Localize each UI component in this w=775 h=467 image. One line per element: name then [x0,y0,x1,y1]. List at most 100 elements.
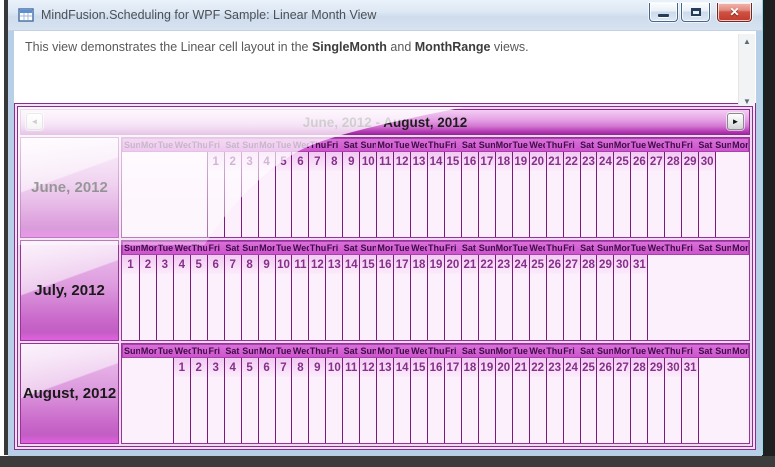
day-number-cell[interactable]: 28 [664,152,682,171]
day-number-cell[interactable]: 10 [325,358,343,377]
day-body-cell[interactable] [206,274,224,340]
day-body-cell[interactable] [155,274,173,340]
day-body-cell[interactable] [172,377,190,443]
day-body-cell[interactable] [477,274,495,340]
day-number-cell[interactable]: 11 [342,358,360,377]
day-number-cell[interactable]: 7 [308,152,326,171]
day-number-cell[interactable]: 31 [681,358,699,377]
day-body-cell[interactable] [528,171,546,237]
day-body-cell[interactable] [647,377,664,443]
day-number-cell[interactable]: 20 [528,152,546,171]
day-body-cell[interactable] [410,171,427,237]
day-body-cell[interactable] [511,171,529,237]
scroll-down-icon[interactable]: ▼ [743,97,751,106]
day-number-cell[interactable]: 22 [477,255,495,274]
day-number-cell[interactable]: 9 [257,255,275,274]
day-number-cell[interactable]: 4 [257,152,275,171]
day-number-cell[interactable]: 17 [393,255,411,274]
day-number-cell[interactable]: 31 [630,255,648,274]
day-body-cell[interactable] [122,274,139,340]
day-body-cell[interactable] [342,274,359,340]
close-button[interactable]: ✕ [717,2,752,22]
day-number-cell[interactable]: 7 [274,358,292,377]
day-body-cell[interactable] [613,274,630,340]
day-body-cell[interactable] [681,171,698,237]
day-body-cell[interactable] [393,171,410,237]
day-number-cell[interactable]: 4 [172,255,190,274]
day-body-cell[interactable] [206,377,224,443]
day-body-cell[interactable] [427,274,444,340]
day-number-cell[interactable]: 5 [189,255,207,274]
day-number-cell[interactable]: 8 [291,358,309,377]
day-number-cell[interactable]: 27 [613,358,631,377]
day-body-cell[interactable] [664,171,681,237]
day-body-cell[interactable] [613,171,630,237]
day-number-cell[interactable]: 25 [579,358,597,377]
day-number-cell[interactable]: 29 [596,255,614,274]
day-body-cell[interactable] [427,171,444,237]
day-number-cell[interactable]: 3 [206,358,224,377]
day-number-cell[interactable]: 4 [223,358,241,377]
day-body-cell[interactable] [511,274,529,340]
day-number-cell[interactable]: 6 [257,358,275,377]
day-body-cell[interactable] [223,377,241,443]
day-body-cell[interactable] [138,274,156,340]
day-body-cell[interactable] [325,171,342,237]
day-number-cell[interactable]: 2 [223,152,241,171]
day-number-cell[interactable]: 16 [460,152,478,171]
day-number-cell[interactable]: 19 [427,255,444,274]
day-body-cell[interactable] [410,377,427,443]
day-number-cell[interactable]: 2 [189,358,207,377]
day-body-cell[interactable] [342,377,359,443]
day-body-cell[interactable] [460,171,478,237]
day-number-cell[interactable]: 29 [647,358,665,377]
day-body-cell[interactable] [630,377,647,443]
day-number-cell[interactable]: 13 [376,358,394,377]
minimize-button[interactable] [649,2,678,22]
day-number-cell[interactable]: 24 [562,358,580,377]
day-number-cell[interactable]: 8 [325,152,343,171]
day-body-cell[interactable] [647,171,664,237]
day-body-cell[interactable] [274,377,292,443]
day-number-cell[interactable]: 27 [562,255,580,274]
day-number-cell[interactable]: 16 [376,255,394,274]
day-body-cell[interactable] [376,171,393,237]
day-body-cell[interactable] [223,274,241,340]
day-body-cell[interactable] [579,274,597,340]
day-number-cell[interactable]: 12 [359,358,377,377]
day-body-cell[interactable] [494,377,512,443]
day-number-cell[interactable]: 13 [325,255,343,274]
day-number-cell[interactable]: 9 [342,152,360,171]
day-number-cell[interactable]: 23 [545,358,563,377]
day-body-cell[interactable] [443,171,461,237]
day-body-cell[interactable] [308,171,325,237]
day-number-cell[interactable]: 18 [460,358,478,377]
day-body-cell[interactable] [613,377,630,443]
day-body-cell[interactable] [630,171,647,237]
day-body-cell[interactable] [477,171,495,237]
day-body-cell[interactable] [257,377,275,443]
next-range-button[interactable]: ► [727,113,744,130]
day-number-cell[interactable]: 27 [647,152,665,171]
day-body-cell[interactable] [172,274,190,340]
day-body-cell[interactable] [308,274,325,340]
day-number-cell[interactable]: 9 [308,358,326,377]
day-number-cell[interactable]: 26 [630,152,648,171]
day-number-cell[interactable]: 21 [545,152,563,171]
day-body-cell[interactable] [460,274,478,340]
day-number-cell[interactable]: 5 [274,152,292,171]
day-number-cell[interactable]: 26 [596,358,614,377]
day-body-cell[interactable] [291,171,308,237]
day-number-cell[interactable]: 13 [410,152,428,171]
day-body-cell[interactable] [189,377,207,443]
day-body-cell[interactable] [410,274,427,340]
day-number-cell[interactable]: 28 [579,255,597,274]
day-body-cell[interactable] [376,274,393,340]
day-number-cell[interactable]: 18 [410,255,428,274]
day-number-cell[interactable]: 24 [596,152,614,171]
day-number-cell[interactable]: 19 [511,152,529,171]
day-body-cell[interactable] [325,274,342,340]
day-body-cell[interactable] [562,171,580,237]
day-number-cell[interactable]: 15 [410,358,428,377]
day-number-cell[interactable]: 17 [443,358,461,377]
